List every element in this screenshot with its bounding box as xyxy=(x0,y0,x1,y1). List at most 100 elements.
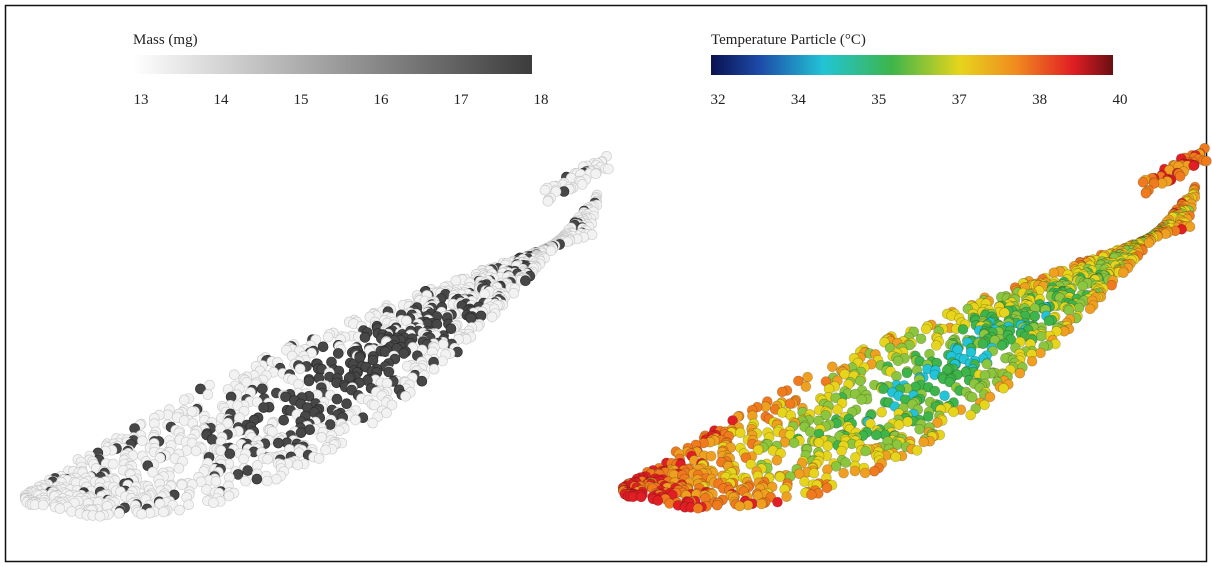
particle xyxy=(890,451,902,463)
particle xyxy=(202,389,214,400)
particle xyxy=(542,196,554,207)
particle xyxy=(437,338,449,350)
particle xyxy=(206,434,218,445)
particle xyxy=(590,168,602,180)
particle xyxy=(856,394,867,405)
particle xyxy=(876,406,888,418)
particle xyxy=(479,288,490,300)
particle xyxy=(258,402,269,413)
particle xyxy=(878,383,889,395)
particle xyxy=(914,423,925,435)
particle xyxy=(1063,304,1075,316)
particle xyxy=(398,348,410,359)
particle xyxy=(332,348,344,359)
particle xyxy=(966,391,978,403)
particle xyxy=(1026,355,1038,367)
particle xyxy=(891,370,902,382)
particle xyxy=(1036,330,1047,342)
particle xyxy=(54,503,66,514)
particle xyxy=(204,379,215,391)
particle xyxy=(892,355,904,367)
particle xyxy=(984,391,996,403)
particle xyxy=(320,444,331,456)
particle xyxy=(386,399,398,411)
particle xyxy=(137,435,148,447)
particle xyxy=(136,508,147,520)
particle xyxy=(368,399,380,411)
particle xyxy=(981,358,993,370)
particle xyxy=(1174,171,1186,182)
particle xyxy=(270,473,282,485)
particle xyxy=(804,426,816,437)
particle xyxy=(836,445,847,457)
particle xyxy=(1201,155,1212,167)
particle xyxy=(262,453,273,465)
colorbar-title: Temperature Particle (°C) xyxy=(711,32,866,48)
particle xyxy=(931,417,943,429)
particle xyxy=(832,404,843,415)
colorbar-tick-label: 17 xyxy=(454,92,470,108)
particle xyxy=(256,383,268,395)
particle xyxy=(322,331,334,343)
particle xyxy=(94,510,106,522)
colorbar-tick-label: 13 xyxy=(134,92,149,108)
particle xyxy=(465,312,477,324)
frame xyxy=(4,4,1208,563)
particle xyxy=(240,475,251,487)
particle xyxy=(520,275,531,287)
particle xyxy=(350,414,361,426)
particle xyxy=(826,361,838,373)
particle xyxy=(381,407,392,419)
particle xyxy=(793,375,804,387)
particle xyxy=(316,431,327,443)
particle xyxy=(294,363,306,375)
particle xyxy=(711,499,723,511)
particle xyxy=(734,500,746,512)
particle xyxy=(788,437,800,449)
particle xyxy=(1084,303,1096,315)
particle xyxy=(901,367,913,379)
particle xyxy=(107,458,119,470)
particle xyxy=(692,502,704,514)
particle xyxy=(183,499,194,511)
particle xyxy=(486,311,498,323)
particle xyxy=(1035,347,1046,359)
particle xyxy=(635,491,647,503)
particle xyxy=(431,318,443,330)
particle xyxy=(428,363,440,375)
particle xyxy=(208,497,219,509)
particle xyxy=(324,419,336,430)
particle xyxy=(979,399,990,411)
particle xyxy=(745,458,757,470)
particle xyxy=(1118,267,1129,279)
particle xyxy=(190,445,202,457)
colorbar-tick-label: 16 xyxy=(374,92,390,108)
particle xyxy=(317,341,329,353)
particles-mass xyxy=(19,151,614,522)
particle xyxy=(416,375,428,387)
particle xyxy=(849,465,861,477)
particle xyxy=(178,394,190,406)
colorbar-title: Mass (mg) xyxy=(133,32,198,48)
particle xyxy=(922,411,934,422)
particle xyxy=(313,453,325,464)
particle xyxy=(957,324,969,335)
colorbar-tick-label: 32 xyxy=(711,92,726,108)
particle xyxy=(437,355,448,367)
particle xyxy=(838,467,849,479)
particle xyxy=(224,448,236,460)
particles-temperature xyxy=(617,143,1212,514)
colorbar-tick-label: 34 xyxy=(791,92,807,108)
particle xyxy=(893,419,905,431)
colorbar-tick-label: 35 xyxy=(871,92,886,108)
particle xyxy=(341,398,352,410)
particle xyxy=(261,475,273,487)
particle xyxy=(915,333,927,345)
particle xyxy=(174,504,185,516)
particle xyxy=(223,490,235,502)
particle xyxy=(603,163,614,175)
particle xyxy=(1048,267,1060,279)
particle xyxy=(154,452,166,464)
colorbar-tick-label: 14 xyxy=(214,92,230,108)
particle xyxy=(868,465,880,477)
